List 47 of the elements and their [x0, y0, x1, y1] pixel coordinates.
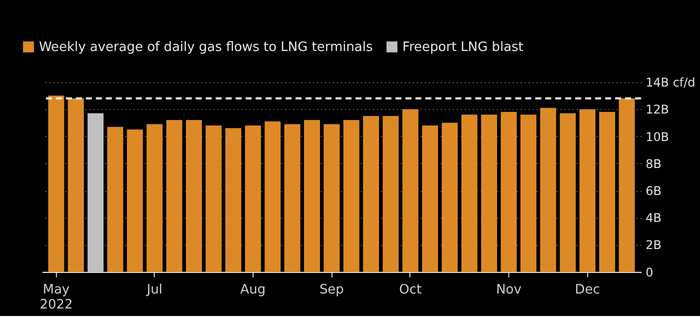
- bar: [126, 130, 143, 272]
- bar: [520, 114, 536, 272]
- bar: [363, 116, 380, 272]
- bar: [166, 120, 182, 272]
- bar: [442, 122, 458, 272]
- x-tick-label: May 2022: [40, 282, 73, 312]
- bar: [48, 96, 64, 272]
- y-tick-label: 8B: [646, 156, 662, 171]
- x-tick-label: Aug: [240, 282, 266, 298]
- y-tick-label: 10B: [646, 130, 670, 144]
- bar: [461, 114, 478, 272]
- bar: [225, 128, 242, 272]
- bar: [324, 124, 340, 272]
- bar: [560, 113, 576, 272]
- bar: [540, 108, 556, 272]
- bar: [146, 124, 163, 272]
- y-tick-label: 12B: [646, 102, 670, 117]
- bar: [618, 98, 635, 272]
- bar: [107, 126, 124, 272]
- bar: [186, 120, 202, 272]
- x-tick-label: Nov: [496, 282, 522, 298]
- bar: [579, 109, 596, 272]
- bar: [343, 120, 360, 272]
- bar: [481, 114, 498, 272]
- bar: [244, 125, 261, 272]
- legend-label: Weekly average of daily gas flows to LNG terminals: [38, 40, 373, 55]
- x-tick-label: Oct: [399, 282, 422, 298]
- bar: [402, 109, 418, 272]
- bar: [284, 124, 300, 272]
- bar: [206, 125, 222, 272]
- bar: [599, 112, 616, 272]
- bar: [500, 112, 517, 272]
- legend-label: Freeport LNG blast: [402, 40, 524, 55]
- y-tick-label: 4B: [646, 211, 662, 226]
- bar: [304, 120, 320, 272]
- y-tick-label: 2B: [646, 238, 662, 252]
- bar: [88, 113, 104, 272]
- bar: [422, 125, 438, 272]
- y-tick-label: 14B cf/d: [646, 76, 696, 90]
- x-tick-label: Jul: [146, 282, 162, 298]
- y-tick-label: 0: [646, 265, 654, 280]
- x-tick-label: Sep: [319, 282, 344, 298]
- y-tick-label: 6B: [646, 184, 662, 198]
- bar: [382, 116, 399, 272]
- bar: [68, 98, 84, 272]
- bar: [264, 121, 281, 272]
- x-tick-label: Dec: [574, 282, 600, 298]
